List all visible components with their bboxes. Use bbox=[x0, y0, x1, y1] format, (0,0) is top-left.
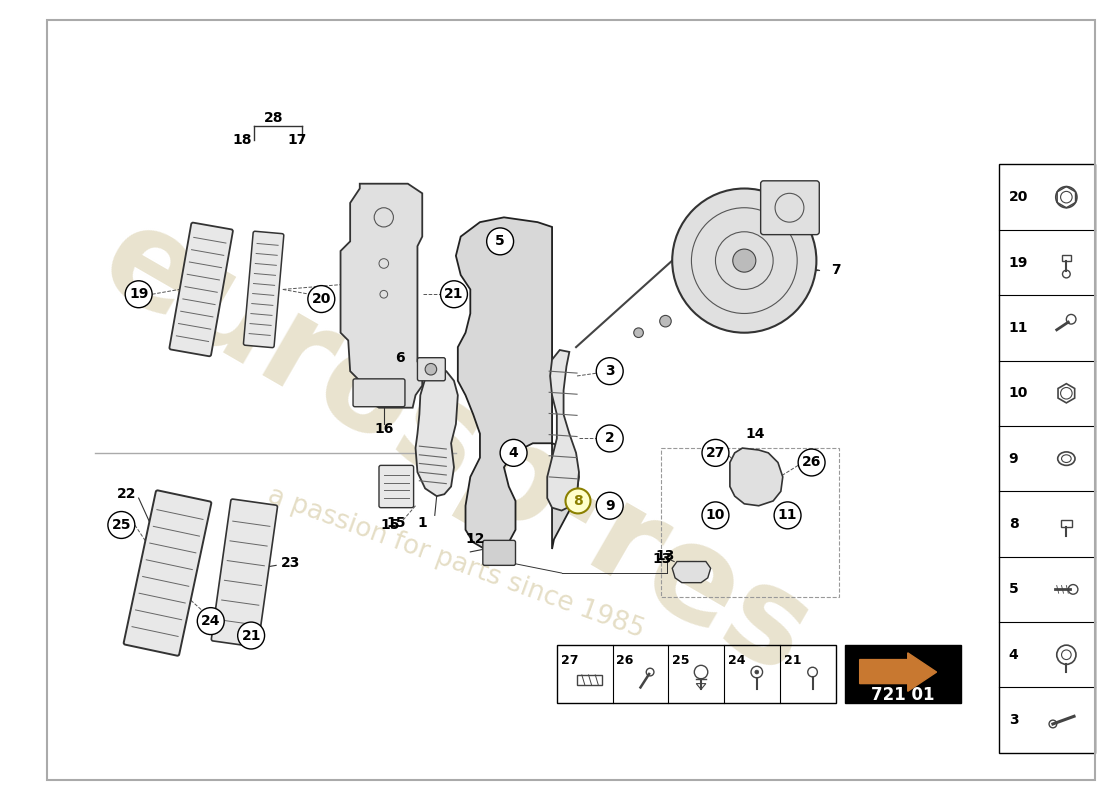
Text: 4: 4 bbox=[508, 446, 518, 460]
Polygon shape bbox=[730, 448, 783, 506]
Text: 8: 8 bbox=[573, 494, 583, 508]
Text: 11: 11 bbox=[1009, 321, 1028, 335]
Bar bbox=[578, 675, 602, 685]
Text: 2: 2 bbox=[605, 431, 615, 446]
Text: 16: 16 bbox=[374, 422, 394, 436]
Bar bbox=[845, 645, 960, 703]
Text: 7: 7 bbox=[830, 263, 840, 278]
Circle shape bbox=[440, 281, 467, 308]
Circle shape bbox=[125, 281, 152, 308]
Polygon shape bbox=[416, 371, 458, 496]
Text: 26: 26 bbox=[616, 654, 634, 666]
Circle shape bbox=[596, 492, 624, 519]
Text: 5: 5 bbox=[495, 234, 505, 248]
Text: 14: 14 bbox=[745, 426, 764, 441]
Text: 24: 24 bbox=[728, 654, 746, 666]
Text: 12: 12 bbox=[465, 532, 485, 546]
Text: 10: 10 bbox=[1009, 386, 1028, 400]
Text: 25: 25 bbox=[672, 654, 690, 666]
Text: 9: 9 bbox=[1009, 452, 1019, 466]
Bar bbox=[661, 448, 838, 597]
Text: 27: 27 bbox=[561, 654, 579, 666]
Circle shape bbox=[672, 189, 816, 333]
FancyBboxPatch shape bbox=[243, 231, 284, 348]
Text: 6: 6 bbox=[395, 350, 405, 365]
FancyBboxPatch shape bbox=[760, 181, 820, 234]
Polygon shape bbox=[672, 562, 711, 582]
Text: 24: 24 bbox=[201, 614, 220, 628]
Text: 19: 19 bbox=[129, 287, 149, 302]
Circle shape bbox=[500, 439, 527, 466]
Text: 11: 11 bbox=[778, 508, 798, 522]
Text: 9: 9 bbox=[605, 498, 615, 513]
FancyBboxPatch shape bbox=[379, 466, 414, 508]
Text: 17: 17 bbox=[287, 134, 307, 147]
Text: 721 01: 721 01 bbox=[871, 686, 935, 704]
Polygon shape bbox=[547, 350, 579, 510]
Bar bbox=[557, 645, 836, 703]
FancyBboxPatch shape bbox=[483, 540, 516, 566]
Text: 18: 18 bbox=[233, 134, 252, 147]
Text: 15: 15 bbox=[381, 518, 400, 532]
Circle shape bbox=[308, 286, 334, 313]
Text: 8: 8 bbox=[1009, 517, 1019, 531]
Text: 21: 21 bbox=[783, 654, 801, 666]
Circle shape bbox=[565, 489, 591, 514]
Text: 3: 3 bbox=[1009, 713, 1019, 727]
Text: 13: 13 bbox=[656, 549, 675, 562]
Text: 3: 3 bbox=[605, 364, 615, 378]
FancyBboxPatch shape bbox=[417, 358, 446, 381]
Text: 25: 25 bbox=[111, 518, 131, 532]
Text: 20: 20 bbox=[1009, 190, 1028, 204]
Circle shape bbox=[425, 363, 437, 375]
Text: 5: 5 bbox=[1009, 582, 1019, 596]
Circle shape bbox=[733, 249, 756, 272]
Text: 22: 22 bbox=[117, 487, 136, 502]
FancyBboxPatch shape bbox=[211, 499, 277, 647]
Circle shape bbox=[238, 622, 265, 649]
Text: a passion for parts since 1985: a passion for parts since 1985 bbox=[264, 483, 648, 644]
Circle shape bbox=[596, 358, 624, 385]
Text: 20: 20 bbox=[311, 292, 331, 306]
Polygon shape bbox=[341, 184, 422, 408]
Text: 21: 21 bbox=[241, 629, 261, 642]
Text: 26: 26 bbox=[802, 455, 822, 470]
Text: 21: 21 bbox=[444, 287, 464, 302]
Circle shape bbox=[755, 670, 759, 674]
FancyBboxPatch shape bbox=[353, 379, 405, 406]
Polygon shape bbox=[455, 218, 579, 549]
Text: 19: 19 bbox=[1009, 255, 1028, 270]
Bar bbox=[1062, 255, 1071, 261]
FancyBboxPatch shape bbox=[123, 490, 211, 656]
Circle shape bbox=[774, 502, 801, 529]
Text: 13: 13 bbox=[653, 552, 672, 566]
Bar bbox=[1060, 520, 1072, 527]
Circle shape bbox=[799, 449, 825, 476]
Polygon shape bbox=[860, 653, 936, 691]
Circle shape bbox=[486, 228, 514, 255]
Text: eurosp·res: eurosp·res bbox=[79, 194, 833, 702]
Text: 23: 23 bbox=[280, 557, 300, 570]
Circle shape bbox=[660, 315, 671, 327]
Text: 10: 10 bbox=[706, 508, 725, 522]
Circle shape bbox=[702, 502, 729, 529]
Circle shape bbox=[702, 439, 729, 466]
Bar bbox=[999, 165, 1096, 753]
Text: 4: 4 bbox=[1009, 648, 1019, 662]
Circle shape bbox=[197, 608, 224, 634]
FancyBboxPatch shape bbox=[169, 222, 233, 356]
Circle shape bbox=[108, 511, 135, 538]
Circle shape bbox=[634, 328, 643, 338]
Text: 28: 28 bbox=[264, 111, 283, 126]
Text: 1: 1 bbox=[417, 516, 427, 530]
Text: 15: 15 bbox=[386, 516, 406, 530]
Circle shape bbox=[596, 425, 624, 452]
Text: 27: 27 bbox=[706, 446, 725, 460]
